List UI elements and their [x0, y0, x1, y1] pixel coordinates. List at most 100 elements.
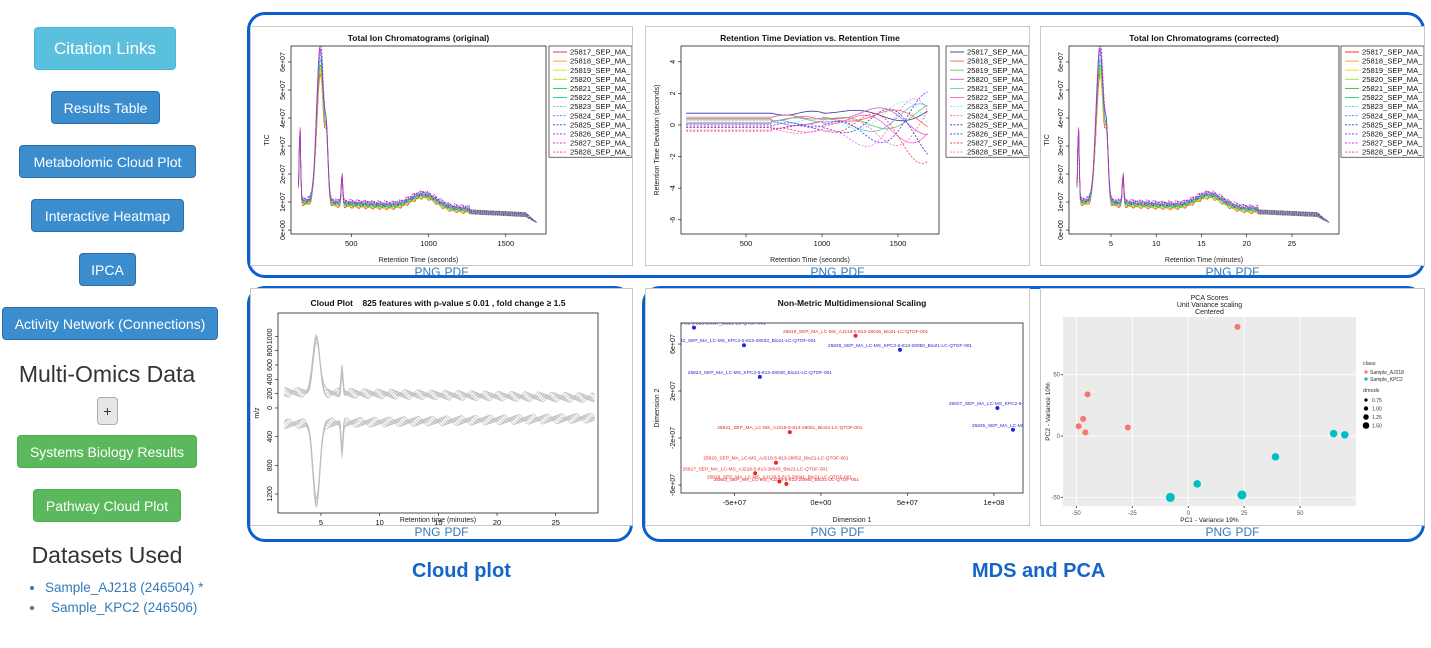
download-link[interactable]: PDF	[1235, 265, 1260, 279]
toggle-button[interactable]: +	[97, 397, 118, 425]
section-heading: Multi-Omics Data	[18, 361, 196, 387]
x-tick-label: 1e+08	[983, 498, 1004, 507]
y-tick-label: 1e+07	[280, 192, 287, 212]
x-axis-label: PC1 - Variance 19%	[1180, 517, 1239, 524]
nav-button[interactable]: Citation Links	[34, 27, 176, 70]
size-legend-label: 1.25	[1372, 415, 1382, 421]
trace	[686, 109, 928, 122]
y-tick-label: 2e+07	[280, 164, 287, 184]
nav-button[interactable]: IPCA	[79, 253, 136, 286]
x-axis-label: Dimension 1	[833, 517, 872, 524]
legend-label: 25818_SEP_MA_	[967, 57, 1028, 66]
score-point	[1237, 490, 1247, 500]
mds-point	[787, 430, 792, 435]
size-legend-dot	[1362, 422, 1370, 429]
score-point	[1075, 423, 1082, 430]
plot-title: Non-Metric Multidimensional Scaling	[778, 298, 927, 308]
y-tick-label: 6e+07	[280, 52, 287, 72]
y-tick-label: 50	[1053, 373, 1060, 379]
point-label: 25817_SEP_MA_LC-MS_AJ218-5-813-28043_Bio…	[683, 466, 829, 472]
y-tick-label: 0e+00	[1058, 220, 1065, 240]
x-axis-label: Retention Time (minutes)	[1165, 257, 1243, 264]
plot-image: Total Ion Chromatograms (corrected) 5 10 15…	[1040, 26, 1425, 266]
score-point	[1329, 429, 1338, 438]
nav-button[interactable]: Results Table	[51, 91, 160, 124]
x-tick-label: 500	[345, 239, 358, 248]
download-link[interactable]: PDF	[840, 525, 865, 539]
legend-box	[1340, 45, 1424, 158]
download-links: PNG PDF	[250, 525, 633, 539]
nav-button[interactable]: Activity Network (Connections)	[2, 307, 218, 340]
download-link[interactable]: PNG	[810, 265, 837, 279]
plot-image: Total Ion Chromatograms (original) 500 100…	[250, 26, 633, 266]
score-point	[1234, 323, 1241, 330]
y-tick-label: 4e+07	[280, 108, 287, 128]
dataset-link[interactable]: Sample_AJ218 (246504) *	[45, 578, 203, 598]
trace	[284, 414, 595, 503]
x-axis-label: Retention time (minutes)	[400, 517, 476, 524]
plot-frame	[680, 322, 1024, 494]
mds-point	[757, 374, 762, 379]
trace	[1076, 49, 1330, 223]
x-axis-label: Retention Time (seconds)	[379, 257, 459, 264]
legend-label: 25827_SEP_MA_	[570, 139, 631, 148]
legend-swatch	[1364, 377, 1368, 381]
size-legend-label: 1.00	[1372, 406, 1382, 412]
legend-label: 25825_SEP_MA_	[967, 120, 1028, 129]
legend-label: 25826_SEP_MA_	[570, 130, 631, 139]
legend-label: 25827_SEP_MA_	[967, 139, 1028, 148]
download-link[interactable]: PNG	[810, 525, 837, 539]
trace	[298, 67, 537, 223]
mds-point	[777, 479, 782, 484]
mds-point	[898, 347, 903, 352]
download-link[interactable]: PNG	[1205, 525, 1232, 539]
nav-button[interactable]: Systems Biology Results	[17, 435, 197, 468]
x-tick-label: 20	[1243, 239, 1251, 248]
download-link[interactable]: PNG	[414, 265, 441, 279]
nav-button[interactable]: Pathway Cloud Plot	[33, 489, 181, 522]
trace	[298, 68, 537, 223]
plot-title: PCA Scores	[1191, 295, 1229, 302]
trace-group	[284, 333, 595, 509]
download-links: PNG PDF	[645, 265, 1030, 279]
legend-label: 25822_SEP_MA_	[570, 93, 631, 102]
download-link[interactable]: PDF	[840, 265, 865, 279]
x-tick-label: -5e+07	[723, 498, 747, 507]
legend-label: 25822_SEP_MA_	[967, 93, 1028, 102]
download-link[interactable]: PNG	[414, 525, 441, 539]
download-link[interactable]: PDF	[444, 265, 469, 279]
legend-label: 25828_SEP_MA_	[967, 148, 1028, 157]
y-tick-label: 3e+07	[1058, 136, 1065, 156]
plot-title: Centered	[1195, 309, 1224, 316]
x-tick-label: 25	[1288, 239, 1296, 248]
trace	[298, 70, 537, 223]
y-tick-label: 1e+07	[1058, 192, 1065, 212]
nav-button[interactable]: Interactive Heatmap	[31, 199, 184, 232]
trace	[1076, 73, 1330, 223]
download-link[interactable]: PNG	[1205, 265, 1232, 279]
y-tick-label: -6	[670, 217, 677, 223]
legend-label: 25817_SEP_MA_	[1362, 48, 1423, 57]
trace	[686, 101, 928, 129]
download-link[interactable]: PDF	[1235, 525, 1260, 539]
legend-label: 25821_SEP_MA_	[967, 84, 1028, 93]
y-axis-label: Retention Time Deviation (seconds)	[654, 85, 661, 196]
download-links: PNG PDF	[645, 525, 1030, 539]
download-link[interactable]: PDF	[444, 525, 469, 539]
x-tick-label: 20	[493, 518, 501, 526]
trace	[1076, 64, 1330, 223]
trace	[1076, 68, 1330, 223]
trace	[284, 333, 595, 401]
point-label: 25821_SEP_MA_LC-MS_AJ218-5-813-28051_Bio…	[717, 425, 863, 431]
legend-label: 25823_SEP_MA_	[1362, 102, 1423, 111]
plot-image: Non-Metric Multidimensional Scaling -5e+0…	[645, 288, 1030, 526]
y-tick-label: 1000	[267, 328, 274, 344]
trace	[1076, 69, 1330, 223]
plot-frame	[1068, 45, 1340, 235]
size-legend-dot	[1364, 398, 1368, 402]
dataset-link[interactable]: Sample_KPC2 (246506)	[45, 598, 203, 618]
y-axis-label: TIC	[1044, 134, 1051, 145]
nav-button[interactable]: Metabolomic Cloud Plot	[19, 145, 196, 178]
y-tick-label: -2e+07	[670, 427, 677, 449]
